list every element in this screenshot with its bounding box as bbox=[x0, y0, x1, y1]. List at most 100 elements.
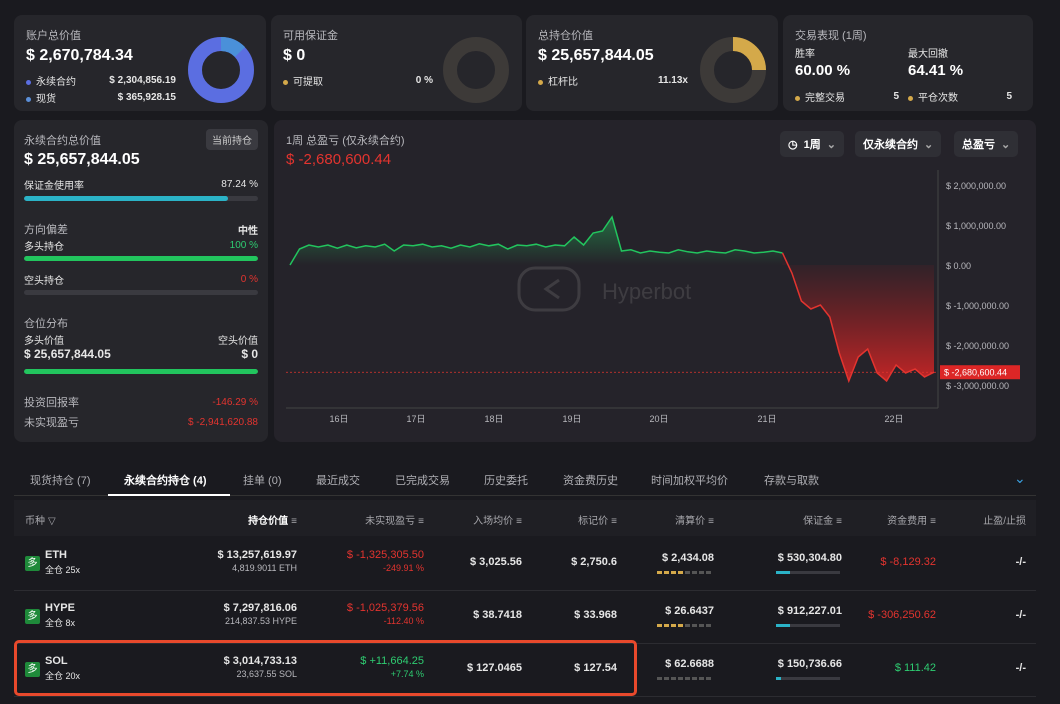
x-tick-label: 22日 bbox=[884, 414, 903, 424]
column-header-6[interactable]: 保证金 ≡ bbox=[803, 512, 842, 527]
win-value: 60.00 % bbox=[795, 62, 851, 79]
pnl-chart: Hyperbot $ 2,000,000.00 $ 1,000,000.00 $ 0… bbox=[286, 170, 1020, 424]
sort-icon[interactable]: ≡ bbox=[418, 516, 424, 527]
chevron-down-icon: ⌄ bbox=[826, 138, 836, 151]
tab-7[interactable]: 时间加权平均价 bbox=[651, 475, 728, 487]
current-position-tag[interactable]: 当前持仓 bbox=[206, 129, 258, 150]
sort-icon[interactable]: ≡ bbox=[516, 516, 522, 527]
coin-cell[interactable]: ETH 全仓 25x bbox=[45, 549, 80, 576]
upnl-label: 未实现盈亏 bbox=[24, 417, 79, 429]
column-header-0[interactable]: 币种 ▽ bbox=[25, 512, 56, 527]
highlight-box bbox=[14, 640, 637, 696]
tab-4[interactable]: 已完成交易 bbox=[395, 475, 450, 487]
negative-area bbox=[782, 253, 934, 381]
coin-cell[interactable]: SOL 全仓 20x bbox=[45, 655, 80, 682]
y-tick-label: $ -3,000,000.00 bbox=[946, 381, 1009, 391]
margin-usage-bar bbox=[776, 571, 840, 574]
margin-use-label: 保证金使用率 bbox=[24, 181, 84, 192]
perp-panel: 永续合约总价值 当前持仓 $ 25,657,844.05 保证金使用率 87.2… bbox=[14, 120, 268, 442]
sort-icon[interactable]: ≡ bbox=[291, 516, 297, 527]
column-header-5[interactable]: 清算价 ≡ bbox=[675, 512, 714, 527]
withdraw-legend: 可提取 bbox=[283, 73, 323, 88]
entry-price: $ 38.7418 bbox=[473, 609, 522, 621]
metric-dropdown[interactable]: 总盈亏 ⌄ bbox=[954, 131, 1019, 157]
short-bar bbox=[24, 290, 258, 295]
column-header-label: 币种 bbox=[25, 516, 45, 527]
long-val-label: 多头价值 bbox=[24, 336, 64, 347]
close-count-value: 5 bbox=[1006, 91, 1012, 102]
margin-use-value: 87.24 % bbox=[221, 179, 258, 190]
tab-bar bbox=[14, 460, 1036, 496]
table-row[interactable] bbox=[14, 591, 1036, 644]
collapse-chevron-icon[interactable]: ⌄ bbox=[1014, 470, 1026, 486]
margin-usage-bar bbox=[776, 624, 840, 627]
liquidation-price: $ 62.6688 bbox=[665, 658, 714, 670]
position-value-cell: $ 7,297,816.06 214,837.53 HYPE bbox=[224, 602, 297, 626]
tab-0[interactable]: 现货持仓 (7) bbox=[30, 475, 91, 487]
mark-price: $ 127.54 bbox=[574, 662, 617, 674]
account-donut bbox=[188, 37, 254, 103]
sort-icon[interactable]: ≡ bbox=[611, 516, 617, 527]
coin-cell[interactable]: HYPE 全仓 8x bbox=[45, 602, 75, 629]
long-label: 多头持仓 bbox=[24, 242, 64, 253]
pnl-percent: -112.40 % bbox=[383, 616, 424, 626]
pnl-line-positive bbox=[289, 215, 783, 266]
funding-fee: $ -8,129.32 bbox=[880, 556, 936, 568]
long-badge: 多 bbox=[25, 556, 40, 571]
tab-3[interactable]: 最近成交 bbox=[316, 475, 360, 487]
withdraw-value: 0 % bbox=[415, 75, 433, 86]
dd-value: 64.41 % bbox=[908, 62, 964, 79]
column-header-label: 保证金 bbox=[803, 516, 834, 527]
svg-text:Hyperbot: Hyperbot bbox=[602, 279, 691, 304]
tpsl-cell[interactable]: -/- bbox=[1015, 609, 1026, 621]
tab-2[interactable]: 挂单 (0) bbox=[243, 475, 282, 487]
position-size: 4,819.9011 ETH bbox=[232, 563, 297, 573]
tab-6[interactable]: 资金费历史 bbox=[563, 475, 618, 487]
short-value: 0 % bbox=[240, 274, 258, 285]
table-row[interactable] bbox=[14, 538, 1036, 591]
spot-value: $ 365,928.15 bbox=[117, 92, 176, 103]
column-header-label: 清算价 bbox=[675, 516, 706, 527]
unrealized-pnl: $ -1,325,305.50 bbox=[346, 549, 424, 561]
y-tick-label: $ 1,000,000.00 bbox=[946, 221, 1006, 231]
margin-usage-bar bbox=[776, 677, 840, 680]
sort-icon[interactable]: ≡ bbox=[930, 516, 936, 527]
period-dropdown-label: 1周 bbox=[803, 139, 821, 151]
tab-8[interactable]: 存款与取款 bbox=[764, 475, 819, 487]
win-label: 胜率 bbox=[795, 49, 815, 60]
table-row[interactable] bbox=[14, 644, 1036, 697]
tab-5[interactable]: 历史委托 bbox=[484, 475, 528, 487]
long-value: 100 % bbox=[229, 240, 258, 251]
y-tick-label: $ 0.00 bbox=[946, 261, 971, 271]
margin-card: 可用保证金 $ 0 可提取 0 % bbox=[271, 15, 522, 111]
tab-1[interactable]: 永续合约持仓 (4) bbox=[124, 475, 207, 487]
sort-icon[interactable]: ≡ bbox=[708, 516, 714, 527]
column-header-4[interactable]: 标记价 ≡ bbox=[578, 512, 617, 527]
roi-label: 投资回报率 bbox=[24, 397, 79, 409]
y-tick-label: $ -2,000,000.00 bbox=[946, 341, 1009, 351]
short-val-label: 空头价值 bbox=[218, 336, 258, 347]
long-bar bbox=[24, 256, 258, 261]
column-header-8[interactable]: 止盈/止损 bbox=[983, 512, 1026, 527]
sort-icon[interactable]: ≡ bbox=[836, 516, 842, 527]
tpsl-cell[interactable]: -/- bbox=[1015, 662, 1026, 674]
column-header-1[interactable]: 持仓价值 ≡ bbox=[248, 512, 297, 527]
position-size: 23,637.55 SOL bbox=[236, 669, 297, 679]
liquidation-risk-bar bbox=[657, 571, 711, 574]
position-value: $ 13,257,619.97 bbox=[217, 549, 297, 561]
position-size: 214,837.53 HYPE bbox=[224, 616, 297, 626]
tpsl-cell[interactable]: -/- bbox=[1015, 556, 1026, 568]
period-dropdown[interactable]: ◷ 1周 ⌄ bbox=[780, 131, 844, 157]
column-header-7[interactable]: 资金费用 ≡ bbox=[887, 512, 936, 527]
filter-icon[interactable]: ▽ bbox=[48, 516, 56, 527]
column-header-2[interactable]: 未实现盈亏 ≡ bbox=[365, 512, 424, 527]
roi-value: -146.29 % bbox=[212, 396, 258, 408]
chart-value: $ -2,680,600.44 bbox=[286, 151, 392, 168]
account-value-label: 账户总价值 bbox=[26, 30, 81, 42]
column-header-label: 入场均价 bbox=[473, 516, 514, 527]
distribution-bar bbox=[24, 369, 258, 374]
scope-dropdown[interactable]: 仅永续合约 ⌄ bbox=[855, 131, 942, 157]
active-tab-underline bbox=[108, 494, 230, 496]
liquidation-risk-bar bbox=[657, 624, 711, 627]
column-header-3[interactable]: 入场均价 ≡ bbox=[473, 512, 522, 527]
